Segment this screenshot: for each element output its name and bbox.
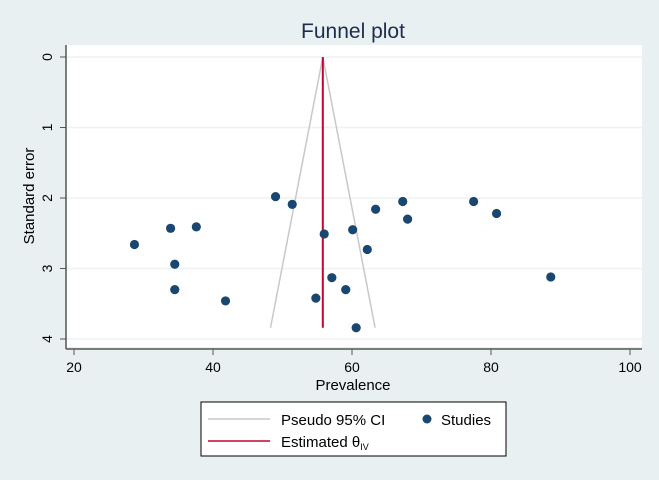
x-tick-label: 80 — [483, 359, 499, 375]
study-point — [341, 285, 351, 295]
legend-estimate-text: Estimated θ — [281, 434, 360, 451]
study-point — [319, 229, 329, 239]
study-point — [491, 208, 502, 219]
y-tick-label: 3 — [39, 264, 55, 272]
y-tick-label: 4 — [39, 335, 55, 343]
ci-right-line — [322, 56, 376, 328]
y-axis-label: Standard error — [21, 148, 38, 245]
study-point — [371, 204, 381, 214]
study-point — [287, 199, 297, 209]
x-tick-label: 40 — [205, 359, 221, 375]
legend-studies-label: Studies — [441, 412, 491, 429]
y-tick-label: 2 — [39, 194, 55, 202]
study-point — [348, 225, 358, 235]
study-point — [469, 196, 479, 207]
study-point — [270, 191, 281, 202]
x-axis-label: Prevalence — [315, 377, 390, 394]
study-point — [170, 259, 180, 269]
study-point — [191, 222, 201, 232]
study-point — [166, 223, 176, 233]
study-point — [129, 239, 140, 250]
study-point — [170, 285, 180, 295]
study-point — [220, 296, 231, 306]
study-point — [351, 323, 361, 333]
legend: Pseudo 95% CI Studies Estimated θIV — [200, 401, 507, 457]
y-tick-label: 1 — [39, 123, 55, 131]
study-point — [327, 273, 337, 283]
x-tick-label: 100 — [618, 359, 642, 375]
legend-estimate-label: Estimated θIV — [281, 434, 369, 452]
plot-area — [66, 45, 642, 347]
study-point — [311, 293, 321, 303]
study-point — [398, 196, 408, 207]
x-tick-label: 60 — [344, 359, 360, 375]
study-point — [362, 244, 372, 255]
legend-ci-label: Pseudo 95% CI — [281, 412, 385, 429]
chart-title: Funnel plot — [301, 20, 405, 43]
ci-left-line — [269, 56, 324, 328]
study-point — [546, 272, 556, 282]
x-tick-label: 20 — [66, 359, 82, 375]
legend-estimate-subscript: IV — [360, 442, 369, 452]
legend-studies-marker — [422, 414, 432, 424]
study-point — [403, 214, 413, 224]
y-tick-label: 0 — [39, 53, 55, 61]
legend-box — [200, 401, 507, 457]
